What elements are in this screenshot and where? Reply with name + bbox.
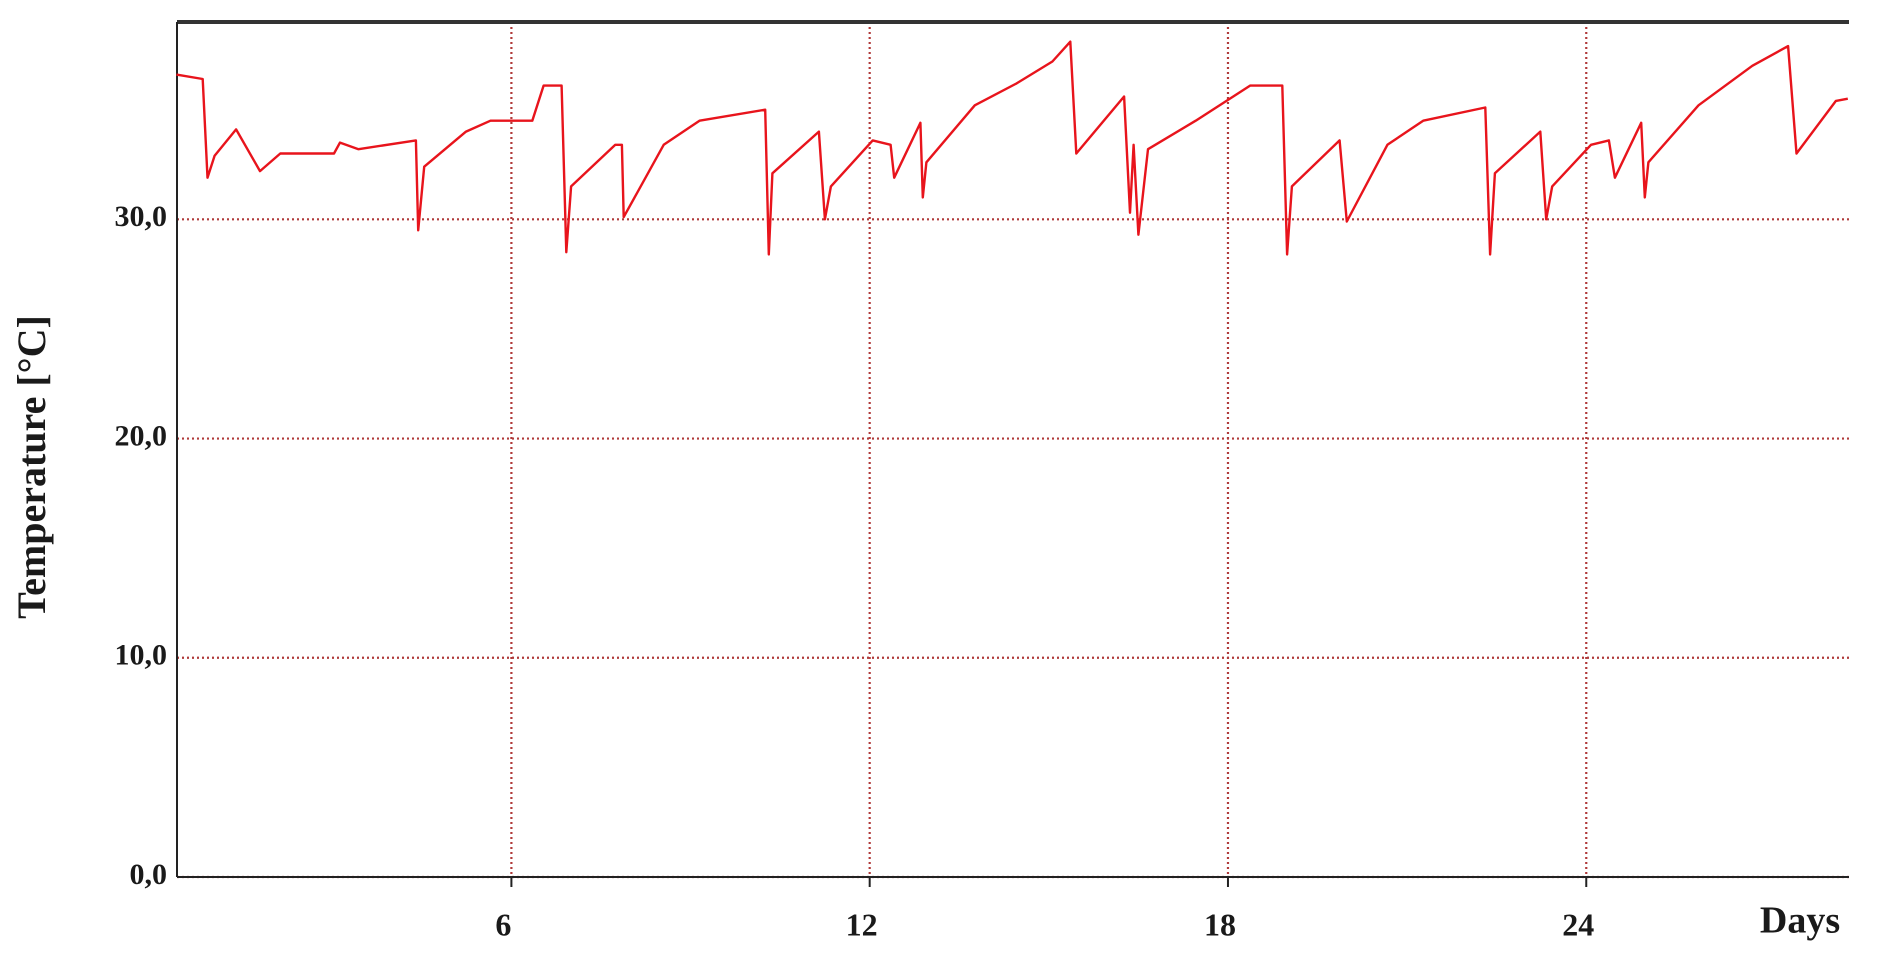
x-tick-label: 6 — [495, 906, 511, 942]
y-tick-label: 30,0 — [115, 200, 168, 233]
data-line — [176, 40, 1849, 256]
y-tick-label: 0,0 — [130, 858, 168, 891]
x-axis-label: Days — [1760, 900, 1840, 942]
y-axis-label: Temperature [°C] — [9, 315, 54, 619]
y-tick-label: 20,0 — [115, 419, 168, 452]
x-tick-label: 24 — [1562, 906, 1594, 942]
y-tick-label: 10,0 — [115, 639, 168, 672]
x-tick-label: 18 — [1204, 906, 1236, 942]
x-tick-label: 12 — [846, 906, 878, 942]
